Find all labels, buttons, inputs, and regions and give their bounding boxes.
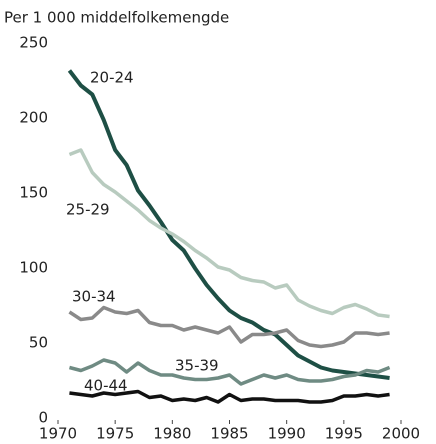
y-tick-label: 100: [19, 259, 48, 277]
x-tick-label: 1995: [325, 425, 363, 443]
series-line: [68, 358, 391, 386]
series-line: [67, 69, 390, 380]
series-label: 20-24: [90, 69, 134, 87]
y-tick-label: 150: [19, 184, 48, 202]
y-tick-label: 250: [19, 34, 48, 52]
series-label: 35-39: [175, 357, 219, 375]
y-tick-label: 50: [29, 334, 48, 352]
y-axis-title: Per 1 000 middelfolkemengde: [4, 9, 229, 27]
y-tick-label: 200: [19, 109, 48, 127]
x-tick-label: 1980: [153, 425, 191, 443]
series-line: [69, 389, 390, 404]
series-label: 40-44: [84, 377, 128, 395]
x-tick-label: 1970: [39, 425, 77, 443]
x-tick-label: 2000: [382, 425, 420, 443]
x-tick-label: 1990: [268, 425, 306, 443]
series-label: 30-34: [72, 288, 116, 306]
y-tick-label: 0: [38, 409, 48, 427]
x-tick-label: 1985: [210, 425, 248, 443]
series-line: [68, 148, 390, 319]
series-line: [68, 305, 390, 349]
series-label: 25-29: [66, 201, 110, 219]
x-tick-label: 1975: [96, 425, 134, 443]
